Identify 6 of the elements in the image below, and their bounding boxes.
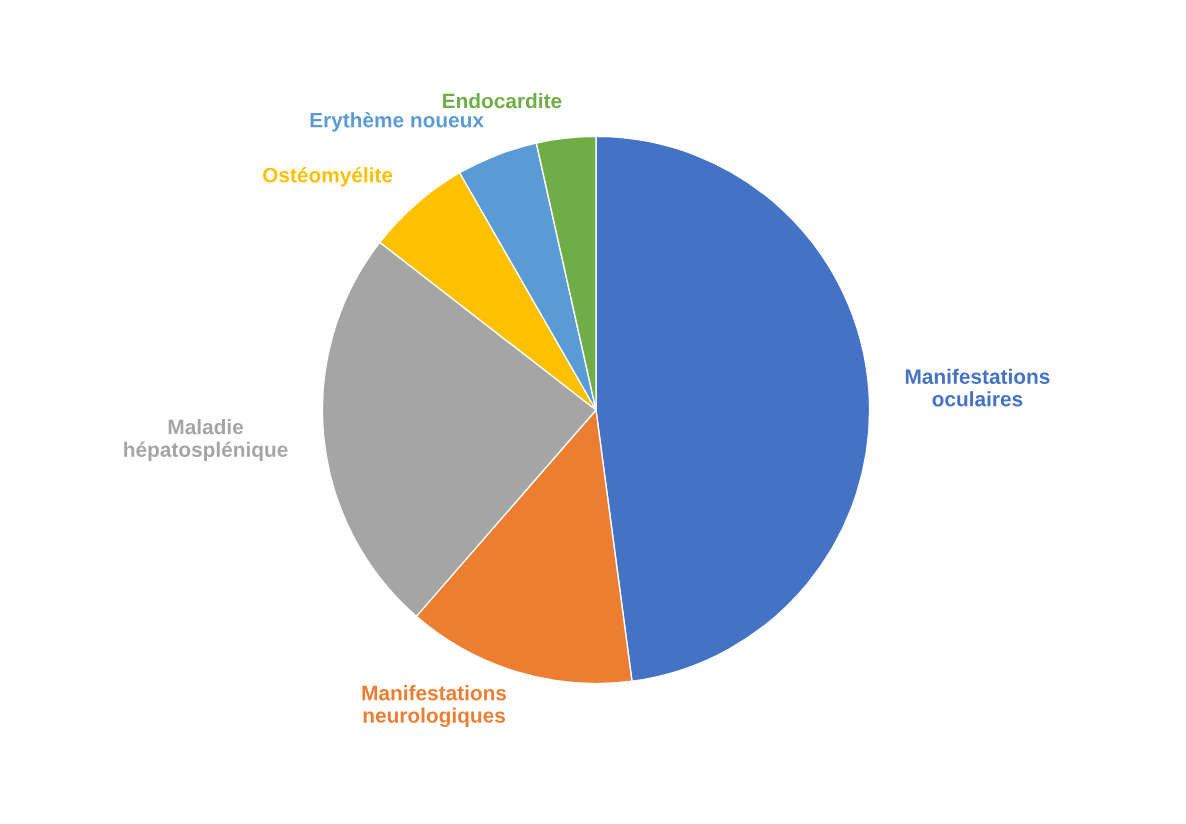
slice-label: Ostéomyélite: [263, 167, 393, 187]
slice-label: Erythème noueux: [310, 112, 484, 132]
slice-label: Manifestations oculaires: [905, 368, 1050, 407]
slice-label: Maladie hépatosplénique: [124, 419, 288, 462]
slice-label: Manifestations neurologiques: [362, 685, 507, 728]
slice-label: Endocardite: [443, 92, 562, 109]
